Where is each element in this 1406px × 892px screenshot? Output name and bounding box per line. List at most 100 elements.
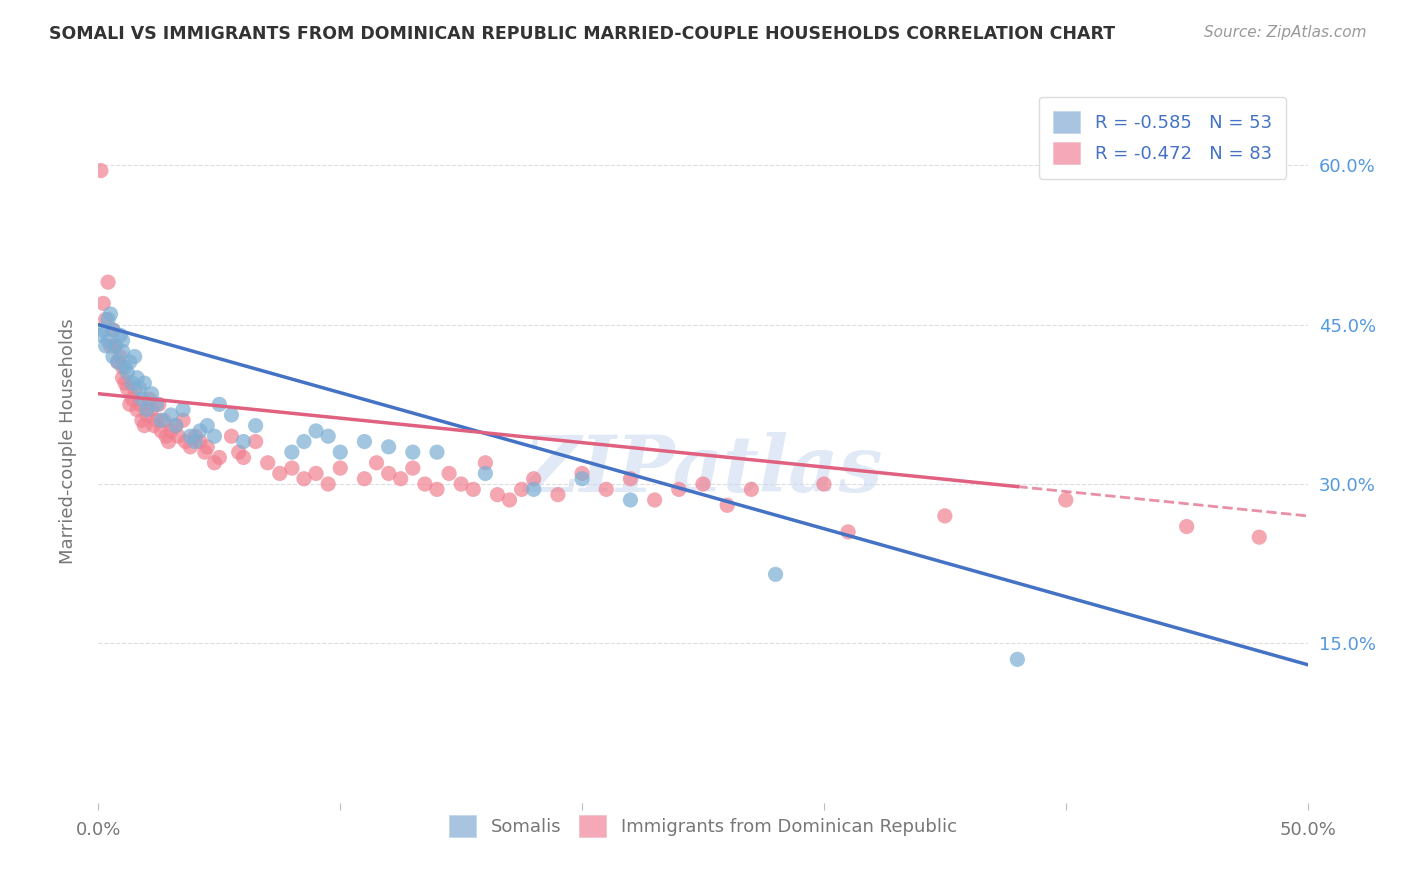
Point [305, 424, 328, 438]
Point [571, 472, 593, 486]
Point [157, 434, 180, 449]
Point [437, 467, 460, 481]
Point [232, 450, 254, 465]
Point [366, 456, 388, 470]
Point [474, 467, 496, 481]
Point [245, 418, 267, 433]
Point [1175, 519, 1198, 533]
Point [117, 366, 139, 380]
Point [595, 483, 617, 497]
Point [104, 339, 127, 353]
Point [1007, 652, 1029, 666]
Point [172, 413, 194, 427]
Point [101, 323, 124, 337]
Point [118, 397, 141, 411]
Point [131, 413, 153, 427]
Point [167, 429, 190, 443]
Point [111, 334, 134, 348]
Point [143, 418, 166, 433]
Point [188, 434, 211, 449]
Point [934, 508, 956, 523]
Point [145, 397, 167, 411]
Point [101, 323, 124, 337]
Point [377, 440, 399, 454]
Point [204, 429, 226, 443]
Point [353, 434, 375, 449]
Point [111, 360, 134, 375]
Point [100, 339, 122, 353]
Point [316, 477, 339, 491]
Point [221, 429, 243, 443]
Point [141, 386, 163, 401]
Point [108, 350, 131, 364]
Point [1249, 530, 1271, 544]
Point [329, 461, 352, 475]
Point [256, 456, 278, 470]
Point [510, 483, 533, 497]
Point [135, 402, 157, 417]
Point [135, 408, 157, 422]
Point [165, 418, 187, 433]
Text: Source: ZipAtlas.com: Source: ZipAtlas.com [1204, 25, 1367, 40]
Point [269, 467, 291, 481]
Point [208, 450, 231, 465]
Text: SOMALI VS IMMIGRANTS FROM DOMINICAN REPUBLIC MARRIED-COUPLE HOUSEHOLDS CORRELATI: SOMALI VS IMMIGRANTS FROM DOMINICAN REPU… [49, 25, 1115, 43]
Text: ZIPatlas: ZIPatlas [523, 433, 883, 508]
Point [716, 498, 738, 512]
Point [160, 408, 183, 422]
Point [124, 381, 146, 395]
Point [221, 408, 243, 422]
Y-axis label: Married-couple Households: Married-couple Households [59, 318, 77, 565]
Point [184, 434, 207, 449]
Point [486, 488, 509, 502]
Point [152, 413, 174, 427]
Point [128, 381, 150, 395]
Point [377, 467, 399, 481]
Point [127, 371, 149, 385]
Point [114, 360, 136, 375]
Point [134, 376, 156, 390]
Point [837, 524, 859, 539]
Legend: Somalis, Immigrants from Dominican Republic: Somalis, Immigrants from Dominican Repub… [441, 808, 965, 845]
Point [165, 418, 187, 433]
Point [1054, 493, 1077, 508]
Point [97, 334, 120, 348]
Point [104, 339, 127, 353]
Point [150, 413, 173, 427]
Point [281, 445, 304, 459]
Point [134, 418, 156, 433]
Point [101, 350, 124, 364]
Point [111, 371, 134, 385]
Point [90, 163, 112, 178]
Point [128, 397, 150, 411]
Point [91, 296, 114, 310]
Point [91, 323, 114, 337]
Point [155, 429, 177, 443]
Point [619, 493, 641, 508]
Point [765, 567, 787, 582]
Point [523, 472, 546, 486]
Point [94, 312, 117, 326]
Point [498, 493, 520, 508]
Point [692, 477, 714, 491]
Point [188, 424, 211, 438]
Point [172, 402, 194, 417]
Point [402, 461, 425, 475]
Point [138, 392, 160, 406]
Point [97, 275, 120, 289]
Point [184, 429, 207, 443]
Point [463, 483, 485, 497]
Point [389, 472, 412, 486]
Point [107, 355, 129, 369]
Point [107, 355, 129, 369]
Point [179, 429, 201, 443]
Point [426, 483, 449, 497]
Point [117, 381, 139, 395]
Point [124, 350, 146, 364]
Point [413, 477, 436, 491]
Point [114, 376, 136, 390]
Point [228, 445, 250, 459]
Point [127, 402, 149, 417]
Point [150, 424, 173, 438]
Point [813, 477, 835, 491]
